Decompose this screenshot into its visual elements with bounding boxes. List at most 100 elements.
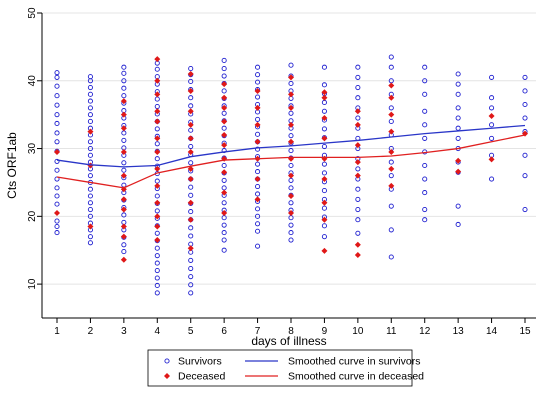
deceased-point-49 (221, 81, 228, 88)
deceased-point-51 (254, 176, 261, 183)
survivor-point-277 (455, 91, 461, 97)
deceased-point-44 (221, 142, 228, 149)
survivor-point-159 (255, 228, 261, 234)
survivor-point-105 (188, 274, 194, 280)
survivor-point-138 (221, 200, 227, 206)
x-tick-label-10: 10 (352, 326, 364, 337)
survivor-point-285 (489, 95, 495, 101)
survivor-point-286 (489, 74, 495, 80)
survivor-point-268 (455, 221, 461, 228)
survivor-point-251 (388, 105, 394, 111)
survivor-point-68 (121, 78, 127, 84)
survivor-point-238 (355, 95, 361, 101)
survivor-point-41 (87, 91, 93, 97)
survivor-point-218 (321, 126, 327, 132)
deceased-point-48 (221, 94, 228, 101)
survivor-point-25 (87, 200, 93, 206)
deceased-point-65 (288, 74, 294, 81)
survivor-point-74 (154, 268, 160, 274)
survivor-point-284 (489, 105, 495, 111)
survivor-point-262 (422, 135, 428, 141)
deceased-point-88 (388, 82, 395, 89)
survivor-point-126 (188, 103, 194, 109)
survivor-point-241 (355, 64, 361, 70)
survivor-point-170 (255, 146, 261, 152)
survivor-point-269 (455, 203, 461, 209)
survivor-point-258 (422, 190, 428, 196)
survivor-point-60 (121, 137, 127, 143)
deceased-point-68 (321, 199, 328, 206)
survivor-point-242 (388, 254, 394, 260)
survivor-point-183 (288, 230, 294, 236)
survivor-point-211 (321, 188, 327, 194)
survivor-point-17 (54, 74, 60, 80)
survivor-point-205 (288, 62, 294, 68)
deceased-point-20 (154, 182, 161, 189)
deceased-point-31 (187, 199, 194, 206)
deceased-point-22 (154, 148, 161, 155)
survivor-point-77 (154, 245, 160, 251)
survivor-point-145 (221, 148, 227, 154)
deceased-point-40 (221, 209, 228, 216)
smoothed-curves (56, 124, 526, 189)
survivor-point-174 (255, 116, 261, 122)
survivor-point-4 (54, 193, 60, 199)
survivor-point-180 (255, 72, 261, 78)
x-tick-label-9: 9 (322, 326, 328, 337)
survivor-point-38 (87, 112, 93, 118)
deceased-point-67 (321, 216, 328, 223)
legend-marker-survivors (164, 358, 170, 364)
x-tick-label-6: 6 (221, 326, 227, 337)
survivor-point-18 (54, 70, 60, 76)
survivors-smoothed-line (56, 124, 526, 168)
deceased-point-76 (354, 241, 361, 248)
deceased-point-59 (288, 172, 294, 179)
deceased-point-78 (354, 159, 361, 166)
survivor-point-275 (455, 115, 461, 121)
y-tick-label-30: 30 (27, 143, 38, 155)
survivor-point-257 (422, 207, 428, 213)
deceased-point-11 (120, 172, 127, 179)
deceased-point-89 (455, 168, 462, 175)
survivor-point-115 (188, 192, 194, 198)
deceased-point-38 (187, 87, 194, 94)
deceased-point-77 (354, 172, 361, 179)
legend-box (147, 349, 413, 387)
deceased-point-2 (87, 223, 94, 230)
deceased-point-24 (154, 118, 161, 125)
survivor-point-123 (188, 127, 194, 133)
survivor-point-292 (522, 101, 528, 108)
x-tick-label-5: 5 (188, 326, 194, 337)
deceased-point-81 (354, 108, 361, 115)
deceased-point-71 (321, 135, 328, 142)
survivor-point-293 (522, 88, 528, 94)
survivor-point-161 (255, 213, 261, 219)
survivor-point-224 (321, 64, 327, 70)
survivor-point-203 (288, 80, 294, 87)
survivor-point-45 (121, 249, 127, 255)
deceased-point-23 (154, 135, 161, 142)
deceased-point-25 (154, 108, 161, 115)
survivor-point-57 (121, 160, 127, 166)
deceased-point-39 (187, 71, 194, 77)
survivor-point-148 (221, 125, 227, 131)
deceased-point-18 (154, 213, 161, 220)
survivor-point-267 (422, 64, 428, 70)
survivor-point-244 (388, 203, 394, 209)
y-tick-label-10: 10 (27, 278, 38, 290)
x-tick-label-14: 14 (486, 326, 498, 337)
survivor-point-93 (154, 126, 160, 132)
deceased-point-33 (187, 165, 194, 172)
survivor-point-1 (54, 223, 60, 230)
survivor-point-33 (87, 146, 93, 152)
survivor-point-247 (388, 159, 394, 165)
deceased-point-0 (54, 209, 60, 216)
survivor-point-110 (188, 233, 194, 239)
survivor-point-34 (87, 139, 93, 145)
deceased-point-32 (187, 176, 194, 183)
x-axis-title: days of illness (251, 334, 326, 348)
deceased-point-63 (288, 104, 294, 111)
survivor-point-101 (154, 66, 160, 72)
